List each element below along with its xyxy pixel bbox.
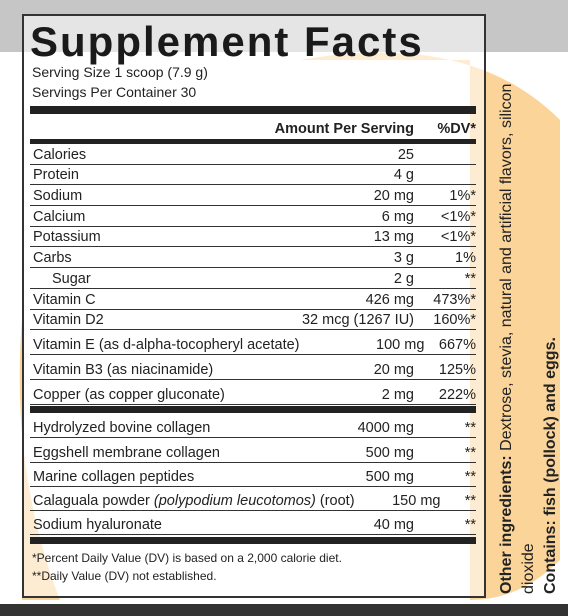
row: Copper (as copper gluconate) 2 mg 222% xyxy=(30,380,476,406)
name: Calaguala powder (polypodium leucotomos)(… xyxy=(30,493,355,509)
label: Contains: xyxy=(542,520,559,594)
amount: 2 g xyxy=(393,270,414,287)
side-text: Other ingredients: Dextrose, stevia, nat… xyxy=(496,64,562,594)
name: Calcium xyxy=(33,208,86,225)
name: Calories xyxy=(33,146,87,163)
dv: 1% xyxy=(455,250,476,267)
amount: 20 mg xyxy=(373,188,414,205)
amount: 500 mg xyxy=(365,444,414,461)
row: Eggshell membrane collagen 500 mg ** xyxy=(30,439,476,463)
servings: Servings Per Container 30 xyxy=(32,84,197,100)
row: Hydrolyzed bovine collagen 4000 mg ** xyxy=(30,414,476,439)
text: fish (pollock) and eggs. xyxy=(542,337,559,516)
dv: ** xyxy=(464,517,476,534)
row: Sodium hyaluronate 40 mg ** xyxy=(30,511,476,536)
row: Marine collagen peptides 500 mg ** xyxy=(30,463,476,487)
row: Vitamin B3 (as niacinamide) 20 mg 125% xyxy=(30,355,476,381)
dv: 125% xyxy=(438,362,476,379)
dv: 160%* xyxy=(433,312,476,329)
row: Carbs 3 g 1% xyxy=(30,248,476,269)
footnotes: *Percent Daily Value (DV) is based on a … xyxy=(32,549,342,585)
column-header: Amount Per Serving %DV* xyxy=(30,114,476,138)
name: Sodium xyxy=(33,188,83,205)
name: Vitamin E (as d-alpha-tocopheryl acetate… xyxy=(33,337,300,354)
amount: 2 mg xyxy=(381,387,414,404)
amount: 25 xyxy=(397,146,414,163)
facts-panel: Supplement Facts Serving Size 1 scoop (7… xyxy=(22,14,486,598)
name-part: Calaguala powder xyxy=(33,493,150,510)
dv: <1%* xyxy=(440,208,476,225)
name: Hydrolyzed bovine collagen xyxy=(33,420,211,437)
row: Vitamin D2 32 mcg (1267 IU) 160%* xyxy=(30,310,476,331)
divider xyxy=(30,106,476,114)
serving-size: Serving Size 1 scoop (7.9 g) xyxy=(32,64,208,80)
divider xyxy=(30,537,476,545)
row: Calaguala powder (polypodium leucotomos)(… xyxy=(30,487,476,512)
contains: Contains: fish (pollock) and eggs. xyxy=(540,64,562,594)
amount: 13 mg xyxy=(373,229,414,246)
row: Sodium 20 mg 1%* xyxy=(30,185,476,207)
row: Sugar 2 g ** xyxy=(30,268,476,289)
other-ingredients: Other ingredients: Dextrose, stevia, nat… xyxy=(496,64,540,594)
dv-heading: %DV* xyxy=(437,121,476,137)
amount: 20 mg xyxy=(373,362,414,379)
name: Vitamin C xyxy=(33,291,96,308)
dv: 473%* xyxy=(433,291,476,308)
name: Sugar xyxy=(52,270,91,287)
footnote: *Percent Daily Value (DV) is based on a … xyxy=(32,551,342,566)
amount: 40 mg xyxy=(373,517,414,534)
dv: ** xyxy=(464,493,476,510)
name-part: (root) xyxy=(319,493,355,510)
name: Vitamin B3 (as niacinamide) xyxy=(33,362,214,379)
amount: 3 g xyxy=(393,250,414,267)
footnote: **Daily Value (DV) not established. xyxy=(32,569,217,584)
amount: 150 mg xyxy=(392,493,441,510)
name: Potassium xyxy=(33,229,101,246)
row: Vitamin C 426 mg 473%* xyxy=(30,289,476,310)
row: Protein 4 g xyxy=(30,165,476,186)
label: Other ingredients: xyxy=(498,455,515,594)
dv: 222% xyxy=(438,387,476,404)
divider xyxy=(30,139,476,144)
name: Eggshell membrane collagen xyxy=(33,444,220,461)
amount-heading: Amount Per Serving xyxy=(274,121,414,137)
dv: ** xyxy=(464,420,476,437)
name: Marine collagen peptides xyxy=(33,468,195,485)
dv: ** xyxy=(464,270,476,287)
row: Calcium 6 mg <1%* xyxy=(30,206,476,227)
row: Vitamin E (as d-alpha-tocopheryl acetate… xyxy=(30,330,476,356)
name: Vitamin D2 xyxy=(33,312,104,329)
name: Copper (as copper gluconate) xyxy=(33,387,225,404)
dv: <1%* xyxy=(440,229,476,246)
divider xyxy=(30,406,476,414)
name-part: (polypodium leucotomos) xyxy=(153,493,316,510)
amount: 6 mg xyxy=(381,208,414,225)
row: Potassium 13 mg <1%* xyxy=(30,227,476,248)
name: Sodium hyaluronate xyxy=(33,517,162,534)
amount: 500 mg xyxy=(365,468,414,485)
amount: 4000 mg xyxy=(357,420,414,437)
dv: 667% xyxy=(438,337,476,354)
name: Carbs xyxy=(33,250,72,267)
dv: 1%* xyxy=(449,188,476,205)
row: Calories 25 xyxy=(30,144,476,165)
amount: 100 mg xyxy=(376,337,425,354)
amount: 4 g xyxy=(393,167,414,184)
dv: ** xyxy=(464,468,476,485)
dv: ** xyxy=(464,444,476,461)
amount: 426 mg xyxy=(365,291,414,308)
name: Protein xyxy=(33,167,79,184)
title: Supplement Facts xyxy=(30,18,424,65)
amount: 32 mcg (1267 IU) xyxy=(301,312,414,329)
